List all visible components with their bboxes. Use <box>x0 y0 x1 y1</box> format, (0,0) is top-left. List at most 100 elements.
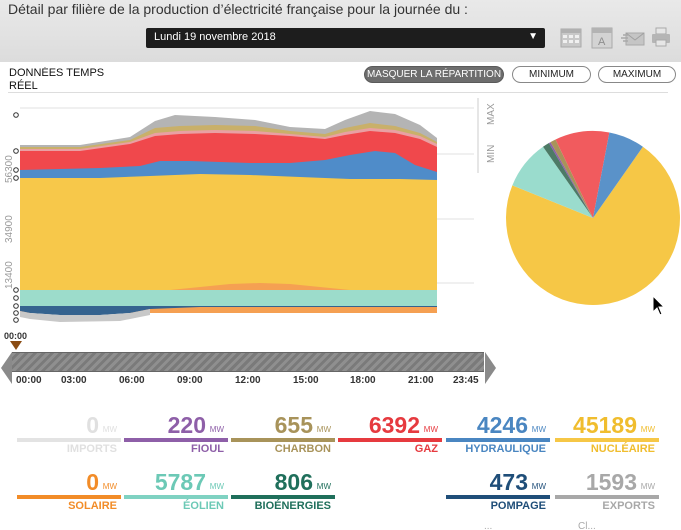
hour-label: 09:00 <box>177 375 203 386</box>
stat-bar <box>446 495 550 499</box>
area-eolien <box>20 290 437 306</box>
area-pompage <box>20 306 437 315</box>
area-nucleaire <box>20 174 437 313</box>
stat-unit: MW <box>102 425 117 434</box>
hour-label: 12:00 <box>235 375 261 386</box>
stat-bar <box>124 438 228 442</box>
stat-value: 806 <box>274 469 313 495</box>
stat-value: 1593 <box>585 469 637 495</box>
stat-eolien[interactable]: 5787 MW ÉOLIEN <box>124 469 228 512</box>
stat-bar <box>555 495 659 499</box>
stat-label: HYDRAULIQUE <box>465 443 546 455</box>
hour-label: 18:00 <box>350 375 376 386</box>
stat-unit: MW <box>316 482 331 491</box>
stat-unit: MW <box>209 482 224 491</box>
hide-distribution-button[interactable]: MASQUER LA RÉPARTITION <box>364 66 504 83</box>
stat-unit: MW <box>531 425 546 434</box>
stat-value: 220 <box>167 412 206 438</box>
footer-partial-text: ... <box>484 521 493 530</box>
stat-unit: MW <box>640 425 655 434</box>
stat-label: NUCLÉAIRE <box>590 443 655 455</box>
distribution-pie-chart[interactable] <box>500 125 680 310</box>
y-tick-2: 34900 <box>4 215 15 243</box>
stat-label: SOLAIRE <box>68 500 117 512</box>
stat-bar <box>124 495 228 499</box>
stat-bar <box>338 438 442 442</box>
stat-value: 5787 <box>154 469 206 495</box>
hour-label: 00:00 <box>16 375 42 386</box>
stat-bar <box>446 438 550 442</box>
stat-unit: MW <box>423 425 438 434</box>
realtime-data-label: DONNÉES TEMPS RÉEL <box>9 67 119 90</box>
page-title: Détail par filière de la production d’él… <box>8 1 468 17</box>
stat-label: IMPORTS <box>66 443 117 455</box>
pie-slice-fioul[interactable] <box>548 142 593 218</box>
printer-icon[interactable] <box>650 26 672 48</box>
date-value: Lundi 19 novembre 2018 <box>154 31 276 43</box>
slider-right-arrow[interactable] <box>485 352 496 384</box>
calendar-grid-icon[interactable] <box>560 26 582 48</box>
stat-pompage[interactable]: 473 MW POMPAGE <box>446 469 550 512</box>
minimum-button[interactable]: MINIMUM <box>512 66 591 83</box>
min-axis-label: MIN <box>486 145 497 163</box>
hour-label: 06:00 <box>119 375 145 386</box>
stat-unit: MW <box>209 425 224 434</box>
area-exports-negative <box>20 309 150 322</box>
stat-gaz[interactable]: 6392 MW GAZ <box>338 412 442 455</box>
date-dropdown[interactable]: Lundi 19 novembre 2018 ▼ <box>146 28 545 48</box>
slider-start-time: 00:00 <box>4 331 28 341</box>
stat-nucleaire[interactable]: 45189 MW NUCLÉAIRE <box>555 412 659 455</box>
time-slider-track[interactable] <box>12 352 484 372</box>
series-start-markers <box>13 112 19 323</box>
stat-unit: MW <box>640 482 655 491</box>
hour-label: 23:45 <box>453 375 479 386</box>
production-area-chart[interactable]: 56300 34900 13400 MAX MIN <box>0 93 500 323</box>
stat-imports[interactable]: 0 MW IMPORTS <box>17 412 121 455</box>
stat-value: 0 <box>86 469 99 495</box>
stat-value: 6392 <box>368 412 420 438</box>
hour-label: 15:00 <box>293 375 319 386</box>
stat-label: ÉOLIEN <box>183 500 224 512</box>
hour-label: 03:00 <box>61 375 87 386</box>
realtime-label-line2: RÉEL <box>9 80 38 90</box>
stat-value: 655 <box>274 412 313 438</box>
stat-bar <box>555 438 659 442</box>
time-slider-thumb[interactable] <box>10 341 22 350</box>
calendar-day-icon[interactable]: A <box>590 26 614 50</box>
stat-unit: MW <box>316 425 331 434</box>
pie-slice-hydraulique[interactable] <box>593 132 643 218</box>
stat-solaire[interactable]: 0 MW SOLAIRE <box>17 469 121 512</box>
stat-label: POMPAGE <box>490 500 546 512</box>
stat-label: GAZ <box>414 443 438 455</box>
hour-label: 21:00 <box>408 375 434 386</box>
stat-value: 473 <box>489 469 528 495</box>
stat-value: 0 <box>86 412 99 438</box>
stat-charbon[interactable]: 655 MW CHARBON <box>231 412 335 455</box>
slider-left-arrow[interactable] <box>1 352 12 384</box>
pie-slice-gaz[interactable] <box>555 131 610 218</box>
pie-slice-charbon[interactable] <box>550 139 593 218</box>
stat-bar <box>17 495 121 499</box>
stat-label: FIOUL <box>191 443 224 455</box>
stat-fioul[interactable]: 220 MW FIOUL <box>124 412 228 455</box>
stat-exports[interactable]: 1593 MW EXPORTS <box>555 469 659 512</box>
stat-unit: MW <box>531 482 546 491</box>
maximum-button[interactable]: MAXIMUM <box>598 66 676 83</box>
mouse-cursor-icon <box>652 295 666 316</box>
realtime-label-line1: DONNÉES TEMPS <box>9 67 105 79</box>
stat-label: CHARBON <box>274 443 331 455</box>
stat-label: EXPORTS <box>602 500 655 512</box>
pie-slice-nucléaire[interactable] <box>506 146 680 305</box>
stat-bar <box>231 495 335 499</box>
y-tick-3: 13400 <box>4 261 15 289</box>
send-mail-icon[interactable] <box>620 26 646 48</box>
stat-bar <box>231 438 335 442</box>
svg-text:A: A <box>598 36 606 48</box>
stat-value: 45189 <box>573 412 637 438</box>
pie-slice-bioénergies[interactable] <box>543 143 593 218</box>
divider <box>8 92 668 93</box>
stat-hydraulique[interactable]: 4246 MW HYDRAULIQUE <box>446 413 550 455</box>
stat-bioenergies[interactable]: 806 MW BIOÉNERGIES <box>231 469 335 512</box>
y-tick-1: 56300 <box>4 155 15 183</box>
pie-slice-éolien[interactable] <box>512 146 593 218</box>
